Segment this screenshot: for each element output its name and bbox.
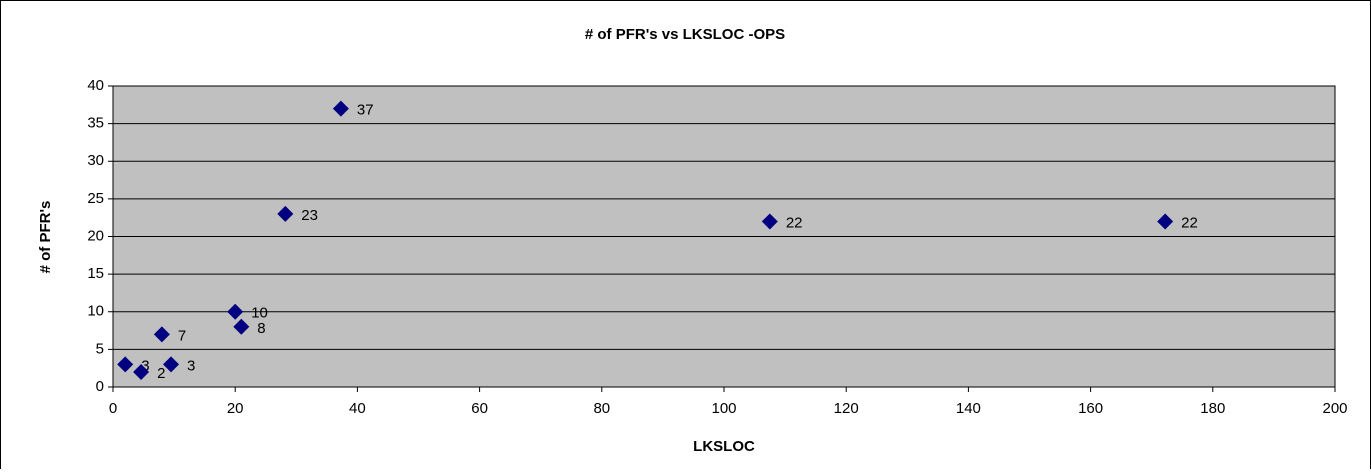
data-label: 8 — [257, 320, 265, 337]
y-axis-label: # of PFR's — [37, 201, 54, 274]
chart-title: # of PFR's vs LKSLOC -OPS — [585, 26, 785, 43]
x-tick-label: 40 — [349, 400, 366, 417]
data-label: 22 — [1181, 214, 1198, 231]
point — [117, 356, 134, 373]
data-label: 22 — [786, 214, 803, 231]
point — [227, 303, 244, 320]
x-tick-label: 180 — [1200, 400, 1225, 417]
y-tick-label: 15 — [87, 265, 104, 282]
x-tick-label: 100 — [711, 400, 736, 417]
y-tick-label: 30 — [87, 152, 104, 169]
data-label: 3 — [141, 357, 149, 374]
y-tick-label: 10 — [87, 303, 104, 320]
x-tick-label: 200 — [1322, 400, 1347, 417]
data-label: 3 — [187, 357, 195, 374]
x-tick-label: 80 — [593, 400, 610, 417]
y-tick-label: 0 — [96, 378, 104, 395]
x-tick-label: 60 — [471, 400, 488, 417]
point — [1157, 213, 1174, 230]
point — [761, 213, 778, 230]
x-tick-label: 120 — [834, 400, 859, 417]
point — [332, 100, 349, 117]
y-tick-label: 5 — [96, 340, 104, 357]
point — [277, 205, 294, 222]
x-axis-label: LKSLOC — [693, 438, 755, 455]
y-tick-label: 35 — [87, 115, 104, 132]
data-label: 10 — [251, 305, 268, 322]
point — [163, 356, 180, 373]
point — [153, 326, 170, 343]
y-tick-label: 40 — [87, 77, 104, 94]
data-label: 7 — [178, 327, 186, 344]
data-label: 2 — [157, 365, 165, 382]
data-label: 37 — [357, 102, 374, 119]
x-tick-label: 0 — [109, 400, 117, 417]
y-tick-label: 25 — [87, 190, 104, 207]
y-tick-label: 20 — [87, 227, 104, 244]
x-tick-label: 20 — [227, 400, 244, 417]
point — [233, 318, 250, 335]
point — [133, 363, 150, 380]
x-tick-label: 160 — [1078, 400, 1103, 417]
data-label: 23 — [301, 207, 318, 224]
x-tick-label: 140 — [956, 400, 981, 417]
